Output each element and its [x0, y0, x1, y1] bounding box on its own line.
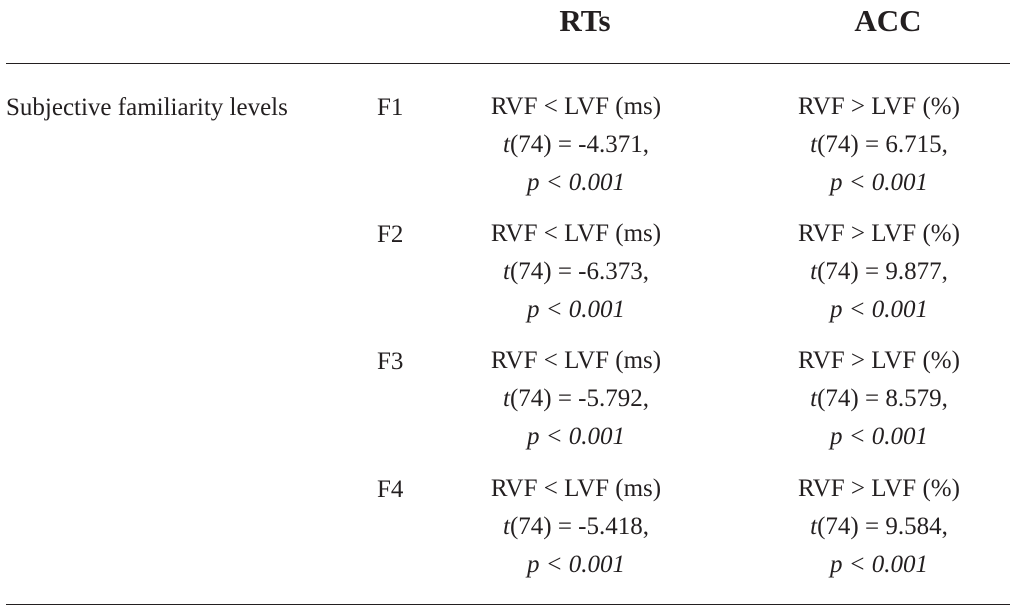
- familiarity-level: F1: [377, 94, 404, 121]
- t-symbol: t: [502, 513, 510, 540]
- row-group-label: Subjective familiarity levels: [6, 94, 288, 121]
- column-header-acc: ACC: [854, 3, 922, 38]
- header-rule: [6, 63, 1010, 64]
- table-row: F2 RVF < LVF (ms) t(74) = -6.373, p < 0.…: [0, 215, 1017, 329]
- t-symbol: t: [810, 131, 818, 158]
- familiarity-level: F2: [377, 221, 404, 248]
- rts-t-statistic: t(74) = -5.418,: [456, 508, 696, 546]
- rts-comparison: RVF < LVF (ms): [490, 347, 662, 374]
- acc-p-value: p < 0.001: [829, 551, 929, 578]
- t-value: (74) = 9.877,: [817, 258, 948, 285]
- t-symbol: t: [810, 258, 818, 285]
- familiarity-level: F4: [377, 476, 404, 503]
- t-value: (74) = -4.371,: [509, 131, 650, 158]
- rts-p-value: p < 0.001: [526, 551, 626, 578]
- rts-cell: RVF < LVF (ms) t(74) = -5.418, p < 0.001: [456, 470, 696, 584]
- t-symbol: t: [502, 258, 510, 285]
- t-symbol: t: [810, 513, 818, 540]
- acc-t-statistic: t(74) = 6.715,: [759, 126, 999, 164]
- acc-comparison: RVF > LVF (%): [798, 347, 960, 374]
- rts-p-value: p < 0.001: [526, 296, 626, 323]
- rts-p-value: p < 0.001: [526, 169, 626, 196]
- rts-comparison: RVF < LVF (ms): [490, 93, 662, 120]
- acc-cell: RVF > LVF (%) t(74) = 9.584, p < 0.001: [759, 470, 999, 584]
- rts-cell: RVF < LVF (ms) t(74) = -6.373, p < 0.001: [456, 215, 696, 329]
- table-row: F4 RVF < LVF (ms) t(74) = -5.418, p < 0.…: [0, 470, 1017, 584]
- acc-comparison: RVF > LVF (%): [798, 220, 960, 247]
- acc-comparison: RVF > LVF (%): [798, 93, 960, 120]
- rts-t-statistic: t(74) = -4.371,: [456, 126, 696, 164]
- rts-cell: RVF < LVF (ms) t(74) = -5.792, p < 0.001: [456, 342, 696, 456]
- acc-p-value: p < 0.001: [829, 169, 929, 196]
- rts-t-statistic: t(74) = -5.792,: [456, 380, 696, 418]
- acc-cell: RVF > LVF (%) t(74) = 6.715, p < 0.001: [759, 88, 999, 202]
- column-header-rts: RTs: [559, 3, 611, 38]
- acc-p-value: p < 0.001: [829, 296, 929, 323]
- familiarity-level: F3: [377, 348, 404, 375]
- t-value: (74) = 8.579,: [817, 385, 948, 412]
- acc-cell: RVF > LVF (%) t(74) = 8.579, p < 0.001: [759, 342, 999, 456]
- bottom-rule: [6, 604, 1010, 605]
- rts-comparison: RVF < LVF (ms): [490, 475, 662, 502]
- rts-t-statistic: t(74) = -6.373,: [456, 253, 696, 291]
- acc-p-value: p < 0.001: [829, 423, 929, 450]
- rts-p-value: p < 0.001: [526, 423, 626, 450]
- t-value: (74) = -5.792,: [509, 385, 650, 412]
- t-value: (74) = -6.373,: [509, 258, 650, 285]
- rts-comparison: RVF < LVF (ms): [490, 220, 662, 247]
- t-value: (74) = -5.418,: [509, 513, 650, 540]
- table-row: F3 RVF < LVF (ms) t(74) = -5.792, p < 0.…: [0, 342, 1017, 456]
- rts-cell: RVF < LVF (ms) t(74) = -4.371, p < 0.001: [456, 88, 696, 202]
- t-symbol: t: [810, 385, 818, 412]
- t-symbol: t: [502, 131, 510, 158]
- table-row: F1 RVF < LVF (ms) t(74) = -4.371, p < 0.…: [0, 88, 1017, 202]
- acc-t-statistic: t(74) = 8.579,: [759, 380, 999, 418]
- t-symbol: t: [502, 385, 510, 412]
- t-value: (74) = 6.715,: [817, 131, 948, 158]
- acc-cell: RVF > LVF (%) t(74) = 9.877, p < 0.001: [759, 215, 999, 329]
- acc-t-statistic: t(74) = 9.584,: [759, 508, 999, 546]
- t-value: (74) = 9.584,: [817, 513, 948, 540]
- acc-comparison: RVF > LVF (%): [798, 475, 960, 502]
- acc-t-statistic: t(74) = 9.877,: [759, 253, 999, 291]
